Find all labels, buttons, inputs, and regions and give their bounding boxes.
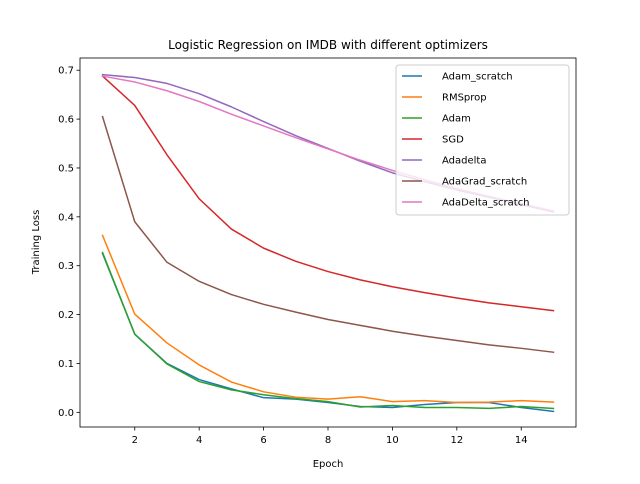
x-tick-label: 4 [196, 435, 202, 446]
legend-label-0: Adam_scratch [442, 72, 513, 83]
y-tick-label: 0.1 [58, 359, 74, 370]
legend-label-4: Adadelta [442, 156, 486, 167]
x-tick-label: 10 [386, 435, 399, 446]
legend-label-6: AdaDelta_scratch [442, 198, 530, 209]
y-tick-label: 0.4 [58, 212, 74, 223]
legend-label-1: RMSprop [442, 93, 487, 104]
legend-label-3: SGD [442, 135, 464, 146]
legend: Adam_scratch RMSprop Adam SGD Adadelta AdaGra… [395, 64, 570, 216]
plot-area-frame [79, 57, 577, 428]
y-tick-label: 0.2 [58, 310, 74, 321]
series-line-1 [101, 234, 555, 404]
series-line-5 [101, 115, 555, 354]
legend-label-2: Adam [442, 114, 471, 125]
y-tick-label: 0.7 [58, 66, 74, 77]
legend-box [395, 64, 570, 216]
x-tick-label: 14 [515, 435, 528, 446]
x-tick-label: 2 [132, 435, 138, 446]
y-axis-label: Training Loss [31, 210, 42, 276]
x-tick-label: 8 [325, 435, 331, 446]
series-line-3 [101, 75, 555, 312]
x-tick-label: 12 [450, 435, 463, 446]
y-tick-label: 0.5 [58, 163, 74, 174]
legend-label-5: AdaGrad_scratch [442, 177, 527, 188]
series-line-2 [101, 251, 555, 410]
ticks-layer: 2 4 6 8 10 12 14 0.0 0.1 0.2 0.3 0.4 0.5 0.6 0.7 [58, 66, 528, 446]
x-tick-label: 6 [260, 435, 266, 446]
y-tick-label: 0.3 [58, 261, 74, 272]
y-tick-label: 0.6 [58, 115, 74, 126]
y-tick-label: 0.0 [58, 408, 74, 419]
x-axis-label: Epoch [313, 459, 344, 470]
chart-title: Logistic Regression on IMDB with differe… [168, 38, 488, 52]
